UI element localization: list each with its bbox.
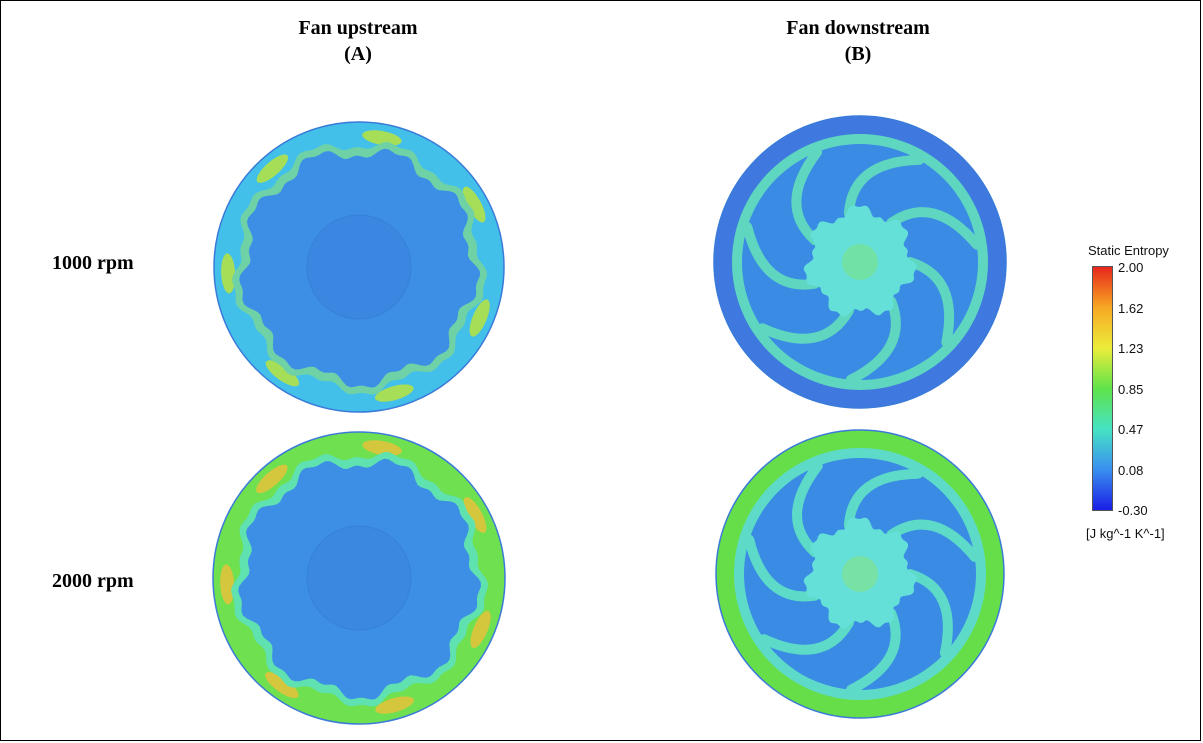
plot-blade-wake bbox=[886, 519, 980, 562]
plot-blade-wake bbox=[843, 468, 924, 531]
plot-hub bbox=[306, 214, 412, 320]
plot-blade-wake bbox=[845, 296, 901, 385]
plot-hotspot bbox=[220, 564, 235, 605]
legend-tick-label: 2.00 bbox=[1118, 260, 1144, 275]
plot-hotspot bbox=[375, 696, 414, 714]
contour-plot-upstream-2000 bbox=[212, 431, 506, 725]
plot-hub bbox=[306, 525, 412, 631]
plot-blade-wake bbox=[905, 257, 955, 348]
column-title-downstream: Fan downstream (B) bbox=[728, 15, 988, 67]
column-title-upstream: Fan upstream (A) bbox=[228, 15, 488, 67]
plot-blade-wake bbox=[792, 460, 823, 558]
legend-tick-label: 0.08 bbox=[1118, 462, 1144, 478]
plot-hotspot bbox=[462, 186, 486, 223]
plot-hotspot bbox=[463, 497, 487, 533]
legend-units: [J kg^-1 K^-1] bbox=[1086, 526, 1165, 541]
contour-plot-upstream-1000 bbox=[213, 121, 505, 413]
legend-title: Static Entropy bbox=[1088, 243, 1169, 258]
plot-hotspot bbox=[470, 610, 491, 649]
column-title-downstream-text: Fan downstream bbox=[786, 17, 930, 39]
plot-hotspot bbox=[265, 360, 300, 387]
plot-hub-center bbox=[842, 244, 878, 280]
plot-hub-center bbox=[842, 556, 878, 592]
plot-hotspot bbox=[469, 299, 490, 337]
legend-tick-label: 1.62 bbox=[1118, 300, 1144, 316]
plot-blade-wake bbox=[905, 569, 953, 659]
plot-hotspot bbox=[362, 130, 402, 146]
plot-hotspot bbox=[265, 672, 299, 699]
plot-blade-wake bbox=[886, 207, 982, 250]
column-title-upstream-sub: (A) bbox=[344, 43, 372, 65]
plot-outline bbox=[713, 115, 1007, 409]
plot-blade-wake bbox=[791, 147, 823, 246]
plot-outline bbox=[213, 121, 505, 413]
contour-plot-downstream-2000 bbox=[715, 429, 1005, 719]
plot-blade-wake bbox=[744, 534, 820, 602]
plot-hotspot bbox=[256, 464, 288, 494]
plot-outline bbox=[715, 429, 1005, 719]
plot-blade-wake bbox=[759, 617, 854, 655]
plot-hub bbox=[803, 517, 917, 629]
legend-tick-label: 0.47 bbox=[1118, 422, 1144, 437]
plot-hotspot bbox=[362, 440, 402, 456]
column-title-upstream-text: Fan upstream bbox=[298, 17, 418, 39]
legend-colorbar bbox=[1092, 266, 1113, 511]
legend-tick-label: 1.23 bbox=[1118, 341, 1144, 356]
legend-tick-label: 0.85 bbox=[1118, 381, 1144, 397]
plot-hotspot bbox=[221, 253, 236, 294]
plot-hotspot bbox=[374, 384, 414, 402]
plot-hotspot bbox=[256, 154, 289, 183]
plot-blade-wake bbox=[757, 305, 854, 344]
plot-blade-wake bbox=[846, 608, 901, 695]
row-label-2000: 2000 rpm bbox=[52, 570, 134, 592]
plot-blade-wake bbox=[742, 222, 820, 290]
legend-tick-label: -0.30 bbox=[1118, 503, 1148, 518]
plot-blade-wake bbox=[843, 154, 925, 219]
row-label-1000: 1000 rpm bbox=[52, 252, 134, 274]
contour-plot-downstream-1000 bbox=[713, 115, 1007, 409]
plot-hub bbox=[803, 205, 917, 317]
plot-outline bbox=[212, 431, 506, 725]
column-title-downstream-sub: (B) bbox=[844, 43, 872, 65]
